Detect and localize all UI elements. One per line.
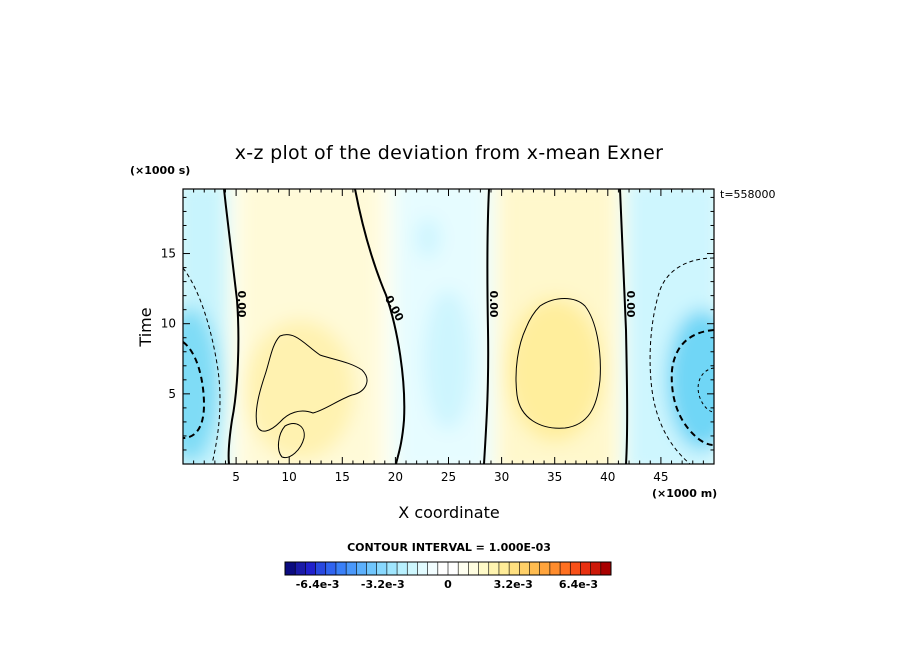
- region-positive-right-core: [507, 298, 603, 442]
- colorbar: [284, 561, 612, 576]
- negative-contour-left-inner: [183, 341, 206, 439]
- zero-contour-3: [483, 189, 490, 464]
- x-axis-label: X coordinate: [398, 503, 499, 522]
- positive-contour-left: [255, 334, 368, 432]
- contour-interval-text: CONTOUR INTERVAL = 1.000E-03: [347, 541, 551, 554]
- colorbar-swatch: [386, 562, 398, 575]
- colorbar-swatch: [285, 562, 296, 575]
- colorbar-swatch: [509, 562, 520, 575]
- x-tick-label: 45: [653, 470, 668, 484]
- negative-contours: [183, 257, 714, 464]
- y-axis-unit: (×1000 s): [130, 164, 190, 177]
- x-tick-label: 30: [494, 470, 509, 484]
- time-stamp: t=558000: [720, 188, 776, 201]
- colorbar-swatch: [468, 562, 479, 575]
- contour-label-1: 0.00: [235, 290, 248, 317]
- region-positive-left-core: [245, 320, 355, 460]
- contour-label-4: 0.00: [624, 290, 637, 317]
- colorbar-swatch: [448, 562, 459, 575]
- colorbar-swatch: [560, 562, 571, 575]
- x-axis-unit: (×1000 m): [652, 487, 717, 500]
- region-negative-right-core: [667, 310, 714, 450]
- colorbar-swatch: [437, 562, 449, 575]
- zero-contour-4: [619, 189, 629, 464]
- colorbar-swatch: [376, 562, 388, 575]
- x-tick-label: 40: [600, 470, 615, 484]
- colorbar-tick-label: 3.2e-3: [494, 578, 533, 591]
- region-negative-left-core: [183, 307, 220, 463]
- plot-area: [183, 189, 714, 464]
- zero-contour-1: [223, 189, 240, 464]
- colorbar-swatch: [417, 562, 429, 575]
- colorbar-tick-labels: -6.4e-3 -3.2e-3 0 3.2e-3 6.4e-3: [296, 578, 598, 591]
- colorbar-swatch: [478, 562, 490, 575]
- colorbar-swatch: [335, 562, 347, 575]
- negative-contour-left-outer: [183, 267, 221, 464]
- x-tick-label: 10: [282, 470, 297, 484]
- colorbar-swatch: [407, 562, 418, 575]
- colorbar-swatch: [458, 562, 469, 575]
- x-tick-label: 5: [232, 470, 240, 484]
- colorbar-swatch: [366, 562, 378, 575]
- y-tick-label: 10: [161, 317, 176, 331]
- y-axis-label: Time: [136, 307, 155, 347]
- colorbar-swatch: [356, 562, 367, 575]
- colorbar-swatch: [580, 562, 592, 575]
- colorbar-swatch: [427, 562, 439, 575]
- colorbar-swatch: [295, 562, 306, 575]
- positive-contour-right: [515, 298, 601, 429]
- colorbar-frame: [284, 561, 612, 576]
- x-tick-label: 15: [335, 470, 350, 484]
- x-tick-label: 35: [547, 470, 562, 484]
- colorbar-tick-label: 0: [444, 578, 452, 591]
- colorbar-swatch: [600, 562, 612, 575]
- colorbar-swatch: [529, 562, 541, 575]
- colorbar-swatch: [346, 562, 357, 575]
- positive-contour-left-small: [277, 423, 305, 459]
- colorbar-swatch: [539, 562, 551, 575]
- negative-contour-right-inner: [670, 329, 714, 446]
- colorbar-swatch: [519, 562, 530, 575]
- zero-contour-2: [354, 189, 406, 464]
- x-tick-label: 25: [441, 470, 456, 484]
- colorbar-tick-label: 6.4e-3: [559, 578, 598, 591]
- contour-label-3: 0.00: [487, 290, 500, 317]
- y-axis: 5 10 15: [161, 196, 714, 451]
- positive-contours: [255, 298, 601, 459]
- colorbar-swatch: [305, 562, 316, 575]
- colorbar-swatch: [570, 562, 581, 575]
- negative-contour-right-outer: [649, 257, 714, 464]
- colorbar-swatch: [397, 562, 408, 575]
- negative-contour-right-core: [697, 367, 714, 413]
- colorbar-swatch: [590, 562, 602, 575]
- y-tick-label: 15: [161, 247, 176, 261]
- y-tick-label: 5: [168, 387, 176, 401]
- colorbar-swatch: [325, 562, 337, 575]
- colorbar-tick-label: -3.2e-3: [361, 578, 405, 591]
- colorbar-swatch: [498, 562, 510, 575]
- region-negative-centre-core: [424, 290, 472, 430]
- colorbar-tick-label: -6.4e-3: [296, 578, 340, 591]
- chart-title: x-z plot of the deviation from x-mean Ex…: [235, 142, 663, 164]
- x-axis: 5 10 15 20 25 30 35 40 45: [193, 189, 704, 484]
- region-negative-centre-top: [416, 218, 440, 258]
- colorbar-swatch: [315, 562, 327, 575]
- shaded-field: [183, 189, 714, 464]
- zero-contours: [223, 189, 629, 464]
- x-tick-label: 20: [388, 470, 403, 484]
- colorbar-swatch: [549, 562, 561, 575]
- colorbar-swatch: [488, 562, 500, 575]
